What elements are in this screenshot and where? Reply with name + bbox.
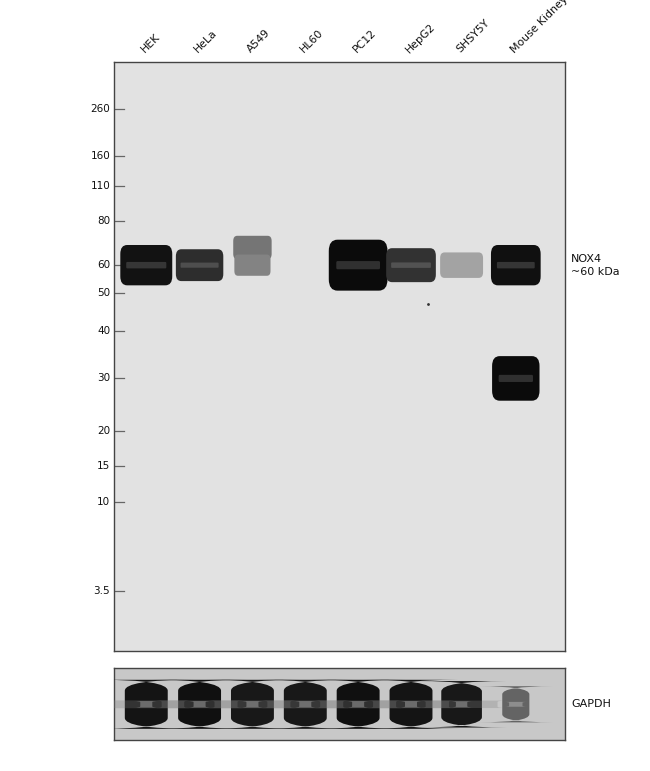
Text: SHSY5Y: SHSY5Y: [454, 18, 491, 55]
FancyBboxPatch shape: [499, 375, 533, 382]
Text: GAPDH: GAPDH: [571, 699, 611, 709]
FancyBboxPatch shape: [133, 701, 159, 708]
FancyBboxPatch shape: [152, 700, 247, 709]
FancyBboxPatch shape: [181, 263, 218, 268]
FancyBboxPatch shape: [240, 701, 265, 708]
FancyBboxPatch shape: [152, 680, 247, 729]
FancyBboxPatch shape: [440, 252, 483, 278]
Text: Mouse Kidney: Mouse Kidney: [509, 0, 569, 55]
FancyBboxPatch shape: [120, 245, 172, 285]
Text: 110: 110: [90, 180, 110, 190]
FancyBboxPatch shape: [329, 240, 387, 291]
Text: 30: 30: [97, 373, 110, 383]
Text: A549: A549: [245, 28, 272, 55]
FancyBboxPatch shape: [417, 681, 506, 728]
FancyBboxPatch shape: [479, 686, 553, 722]
Text: NOX4
~60 kDa: NOX4 ~60 kDa: [571, 254, 619, 277]
Text: 15: 15: [97, 461, 110, 471]
Text: HeLa: HeLa: [192, 28, 219, 55]
Text: HepG2: HepG2: [404, 21, 437, 55]
FancyBboxPatch shape: [99, 700, 194, 709]
FancyBboxPatch shape: [417, 701, 506, 708]
Text: 20: 20: [97, 426, 110, 436]
FancyBboxPatch shape: [336, 261, 380, 269]
FancyBboxPatch shape: [504, 702, 528, 707]
Text: PC12: PC12: [351, 28, 378, 55]
Text: HEK: HEK: [139, 32, 162, 55]
Text: 80: 80: [97, 216, 110, 226]
Text: 10: 10: [97, 497, 110, 507]
FancyBboxPatch shape: [311, 680, 406, 729]
FancyBboxPatch shape: [364, 680, 458, 729]
FancyBboxPatch shape: [364, 700, 458, 709]
FancyBboxPatch shape: [492, 356, 540, 401]
FancyBboxPatch shape: [449, 701, 474, 708]
FancyBboxPatch shape: [386, 248, 436, 282]
FancyBboxPatch shape: [311, 700, 406, 709]
FancyBboxPatch shape: [205, 700, 300, 709]
FancyBboxPatch shape: [398, 701, 424, 708]
Text: 260: 260: [90, 104, 110, 114]
FancyBboxPatch shape: [497, 262, 535, 268]
FancyBboxPatch shape: [187, 701, 213, 708]
Text: HL60: HL60: [298, 28, 325, 55]
FancyBboxPatch shape: [258, 680, 352, 729]
FancyBboxPatch shape: [292, 701, 318, 708]
FancyBboxPatch shape: [99, 680, 194, 729]
Text: 160: 160: [90, 151, 110, 161]
Text: 3.5: 3.5: [94, 586, 110, 596]
FancyBboxPatch shape: [258, 700, 352, 709]
FancyBboxPatch shape: [126, 262, 166, 268]
FancyBboxPatch shape: [176, 249, 224, 281]
FancyBboxPatch shape: [205, 680, 300, 729]
FancyBboxPatch shape: [491, 245, 541, 285]
FancyBboxPatch shape: [345, 701, 371, 708]
Text: 50: 50: [97, 288, 110, 298]
FancyBboxPatch shape: [235, 254, 270, 276]
FancyBboxPatch shape: [233, 236, 272, 259]
FancyBboxPatch shape: [391, 262, 431, 268]
Text: 40: 40: [97, 326, 110, 336]
Text: 60: 60: [97, 260, 110, 270]
